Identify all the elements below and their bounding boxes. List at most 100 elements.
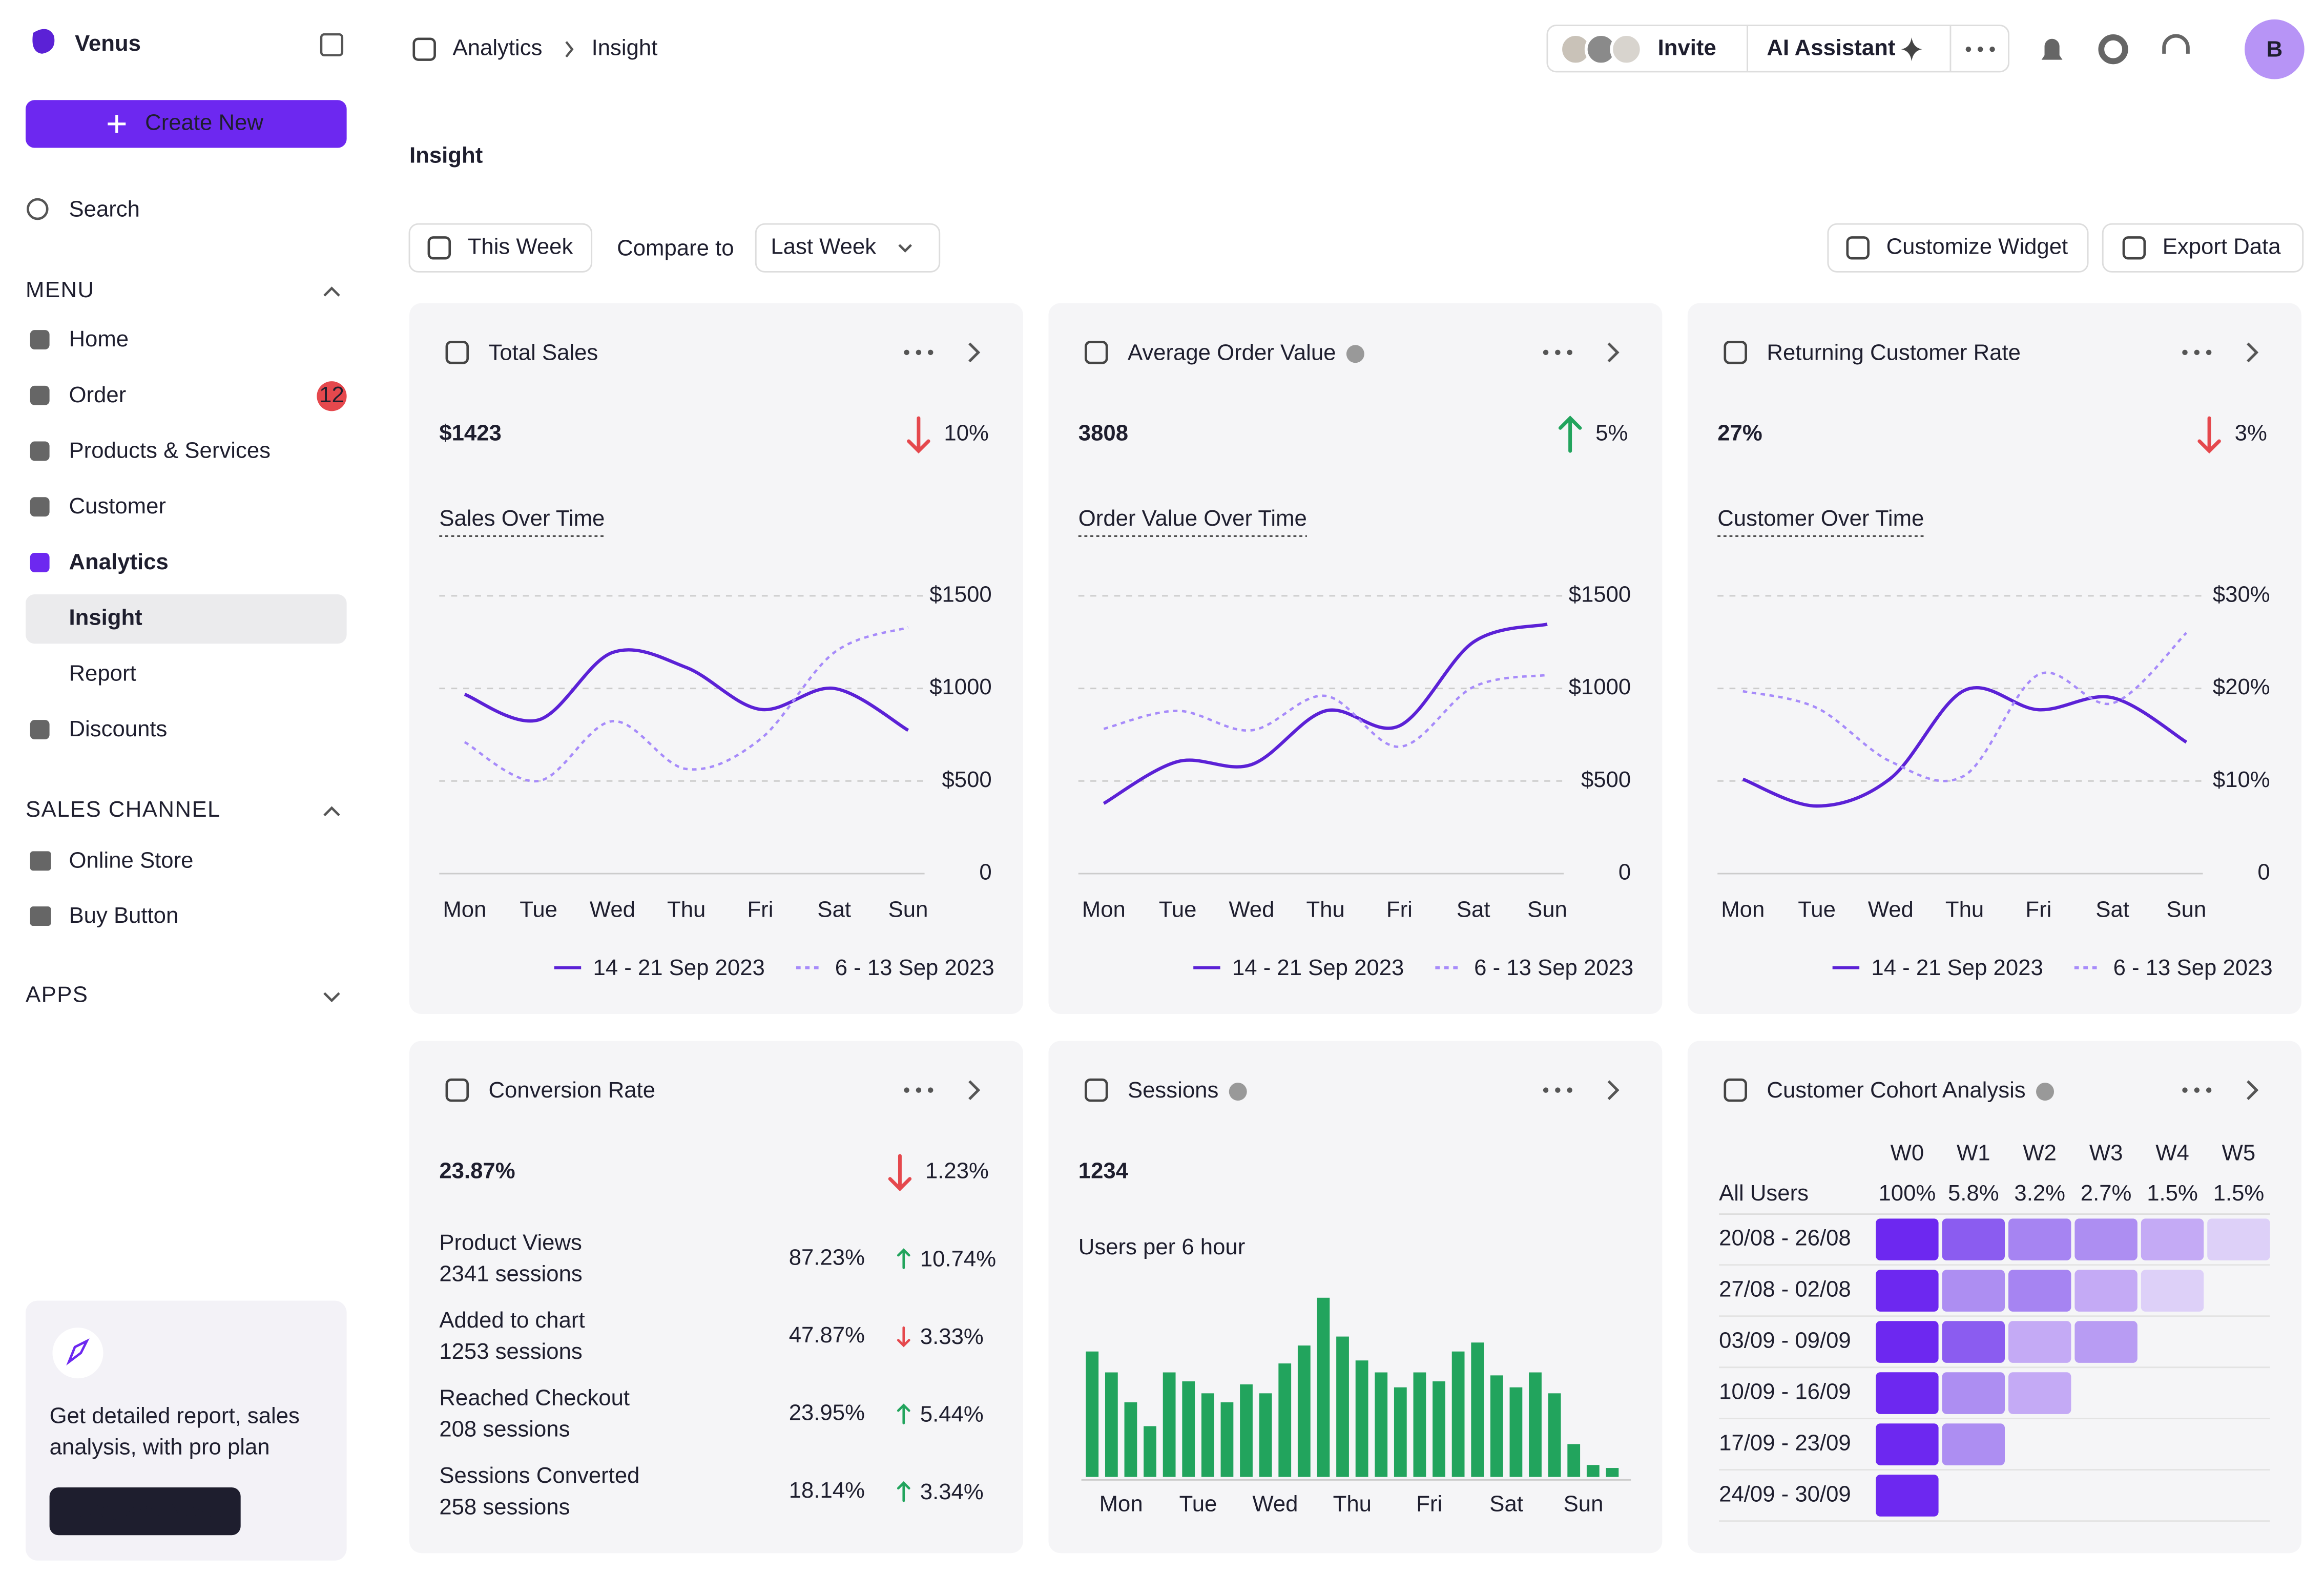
row-rate: 87.23% (789, 1245, 865, 1270)
label[interactable]: Customize Widget (1886, 234, 2068, 259)
x-tick-label: Thu (667, 897, 706, 922)
more-icon[interactable] (1977, 46, 1983, 52)
subtitle: Customer Over Time (1717, 506, 1924, 531)
legend-label: 6 - 13 Sep 2023 (2113, 955, 2273, 980)
button[interactable] (1827, 223, 2089, 273)
column-header: W4 (2155, 1141, 2189, 1166)
label[interactable]: AI Assistant (1767, 35, 1895, 60)
bar (1163, 1372, 1176, 1477)
menu-item[interactable]: Analytics (69, 549, 169, 574)
label[interactable]: Invite (1658, 35, 1716, 60)
menu-item[interactable]: Home (69, 326, 129, 351)
menu-item[interactable]: Products & Services (69, 438, 271, 463)
menu-item[interactable]: Customer (69, 493, 166, 519)
chevron-icon[interactable] (323, 286, 340, 297)
button[interactable] (408, 223, 593, 273)
more-icon[interactable] (2206, 349, 2212, 356)
chevron-icon[interactable] (1607, 342, 1620, 363)
settings-icon[interactable] (2098, 34, 2128, 65)
label[interactable]: Export Data (2163, 234, 2281, 259)
label[interactable]: Create New (145, 110, 263, 135)
info-icon (1346, 345, 1364, 363)
y-tick-label: 0 (2257, 860, 2270, 885)
more-icon[interactable] (927, 349, 933, 356)
more-icon[interactable] (2194, 1087, 2200, 1093)
button[interactable] (2102, 223, 2304, 273)
more-icon[interactable] (916, 349, 922, 356)
more-icon[interactable] (1989, 46, 1995, 52)
bar (1105, 1372, 1118, 1477)
metric-value: 27% (1717, 421, 1762, 446)
card-title: Returning Customer Rate (1767, 340, 2021, 365)
support-icon[interactable] (2162, 34, 2190, 54)
arrow-icon (888, 1154, 912, 1191)
row-sessions: 2341 sessions (439, 1261, 582, 1287)
more-icon[interactable] (1567, 1087, 1572, 1093)
button[interactable] (755, 223, 941, 273)
chevron-icon[interactable] (323, 806, 340, 817)
row-label: 17/09 - 23/09 (1719, 1431, 1851, 1456)
chevron-icon[interactable] (2247, 342, 2259, 363)
arrow-icon (897, 1481, 910, 1502)
section-title: SALES CHANNEL (26, 797, 221, 822)
icon (445, 1078, 469, 1102)
cell-value: 1.5% (2147, 1180, 2198, 1206)
icon (445, 341, 469, 364)
more-icon[interactable] (1555, 349, 1561, 356)
icon (412, 37, 436, 61)
bar (1220, 1402, 1234, 1477)
x-tick-label: Wed (1229, 897, 1274, 922)
menu-item[interactable]: Insight (69, 605, 143, 630)
chevron-icon[interactable] (323, 992, 340, 1003)
label[interactable]: Upgrade Now (77, 1497, 214, 1522)
row-label: Sessions Converted (439, 1463, 639, 1488)
x-tick-label: Mon (1082, 897, 1126, 922)
label[interactable]: This Week (468, 234, 573, 259)
more-icon[interactable] (904, 1087, 909, 1093)
y-tick-label: 0 (1619, 860, 1631, 885)
more-icon[interactable] (1543, 1087, 1549, 1093)
chevron-icon[interactable] (1607, 1080, 1620, 1101)
profile[interactable] (2245, 19, 2305, 79)
more-icon[interactable] (1555, 1087, 1561, 1093)
bar (1336, 1336, 1349, 1477)
more-icon[interactable] (1543, 349, 1549, 356)
upgrade-button[interactable] (49, 1487, 241, 1536)
create-button[interactable] (25, 100, 347, 148)
chevron-icon[interactable] (2247, 1080, 2259, 1101)
y-tick-label: $10% (2213, 767, 2270, 792)
badge (317, 381, 347, 411)
cell-value: 1.5% (2213, 1180, 2265, 1206)
label[interactable]: Search (69, 197, 140, 222)
line-series (1742, 632, 2188, 782)
more-icon[interactable] (1965, 46, 1972, 52)
more-icon[interactable] (2206, 1087, 2212, 1093)
legend-label: 14 - 21 Sep 2023 (593, 955, 765, 980)
more-icon[interactable] (2182, 349, 2188, 356)
chevron-icon[interactable] (968, 342, 981, 363)
more-icon[interactable] (2182, 1087, 2188, 1093)
more-icon[interactable] (927, 1087, 933, 1093)
label[interactable]: Last Week (771, 234, 876, 259)
cohort-cell (2008, 1270, 2071, 1312)
menu-item[interactable]: Order (69, 382, 127, 407)
menu-item[interactable]: Buy Button (69, 903, 179, 928)
more-icon[interactable] (1567, 349, 1572, 356)
metric-change: 1.23% (925, 1158, 989, 1184)
chevron-icon[interactable] (968, 1080, 981, 1101)
more-icon[interactable] (916, 1087, 922, 1093)
x-tick-label: Thu (1945, 897, 1984, 922)
toolbar (1546, 25, 2010, 73)
bell-icon[interactable] (2041, 38, 2063, 60)
collapse-icon[interactable] (320, 33, 344, 57)
cell-value: 2.7% (2081, 1180, 2132, 1206)
menu-item[interactable]: Online Store (69, 847, 194, 873)
metric-change: 10% (944, 421, 988, 446)
more-icon[interactable] (904, 349, 909, 356)
breadcrumb[interactable]: Analytics (453, 35, 543, 60)
more-icon[interactable] (2194, 349, 2200, 356)
menu-item[interactable]: Report (69, 660, 136, 686)
menu-item[interactable]: Discounts (69, 716, 168, 741)
icon (1085, 341, 1108, 364)
subtitle: Users per 6 hour (1078, 1234, 1246, 1259)
